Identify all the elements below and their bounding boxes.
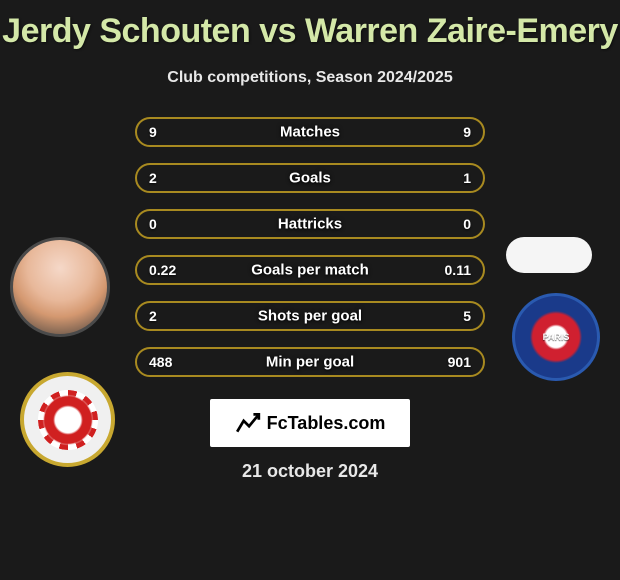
brand-text: FcTables.com (267, 413, 386, 434)
stat-right-value: 1 (463, 170, 471, 186)
stat-bar-shots-per-goal: 2 Shots per goal 5 (135, 301, 485, 331)
stat-label: Min per goal (266, 354, 354, 371)
stat-right-value: 9 (463, 124, 471, 140)
player-right-avatar (506, 237, 592, 273)
stat-bar-goals-per-match: 0.22 Goals per match 0.11 (135, 255, 485, 285)
footer-date: 21 october 2024 (0, 461, 620, 482)
stat-bar-hattricks: 0 Hattricks 0 (135, 209, 485, 239)
page-title: Jerdy Schouten vs Warren Zaire-Emery (0, 0, 620, 51)
stat-right-value: 0.11 (445, 262, 471, 278)
stat-label: Goals (289, 170, 331, 187)
stat-bar-min-per-goal: 488 Min per goal 901 (135, 347, 485, 377)
stat-right-value: 5 (463, 308, 471, 324)
stat-right-value: 0 (463, 216, 471, 232)
stat-bar-matches: 9 Matches 9 (135, 117, 485, 147)
stat-right-value: 901 (448, 354, 471, 370)
brand-badge: FcTables.com (210, 399, 410, 447)
stat-bar-goals: 2 Goals 1 (135, 163, 485, 193)
stat-left-value: 0.22 (149, 262, 176, 278)
comparison-area: PARIS 9 Matches 9 2 Goals 1 0 Hattricks … (0, 117, 620, 377)
stat-bars: 9 Matches 9 2 Goals 1 0 Hattricks 0 0.22… (135, 117, 485, 377)
player-left-avatar (10, 237, 110, 337)
psv-logo-icon (38, 390, 98, 450)
stat-label: Hattricks (278, 216, 342, 233)
stat-left-value: 2 (149, 170, 157, 186)
stat-label: Shots per goal (258, 308, 362, 325)
player-right-club-badge: PARIS (512, 293, 600, 381)
player-left-club-badge (20, 372, 115, 467)
stat-left-value: 2 (149, 308, 157, 324)
subtitle: Club competitions, Season 2024/2025 (0, 69, 620, 87)
psg-logo-text: PARIS (543, 332, 570, 342)
stat-left-value: 0 (149, 216, 157, 232)
stat-left-value: 9 (149, 124, 157, 140)
stat-label: Goals per match (251, 262, 369, 279)
stat-label: Matches (280, 124, 340, 141)
brand-logo-icon (235, 410, 261, 436)
stat-left-value: 488 (149, 354, 172, 370)
